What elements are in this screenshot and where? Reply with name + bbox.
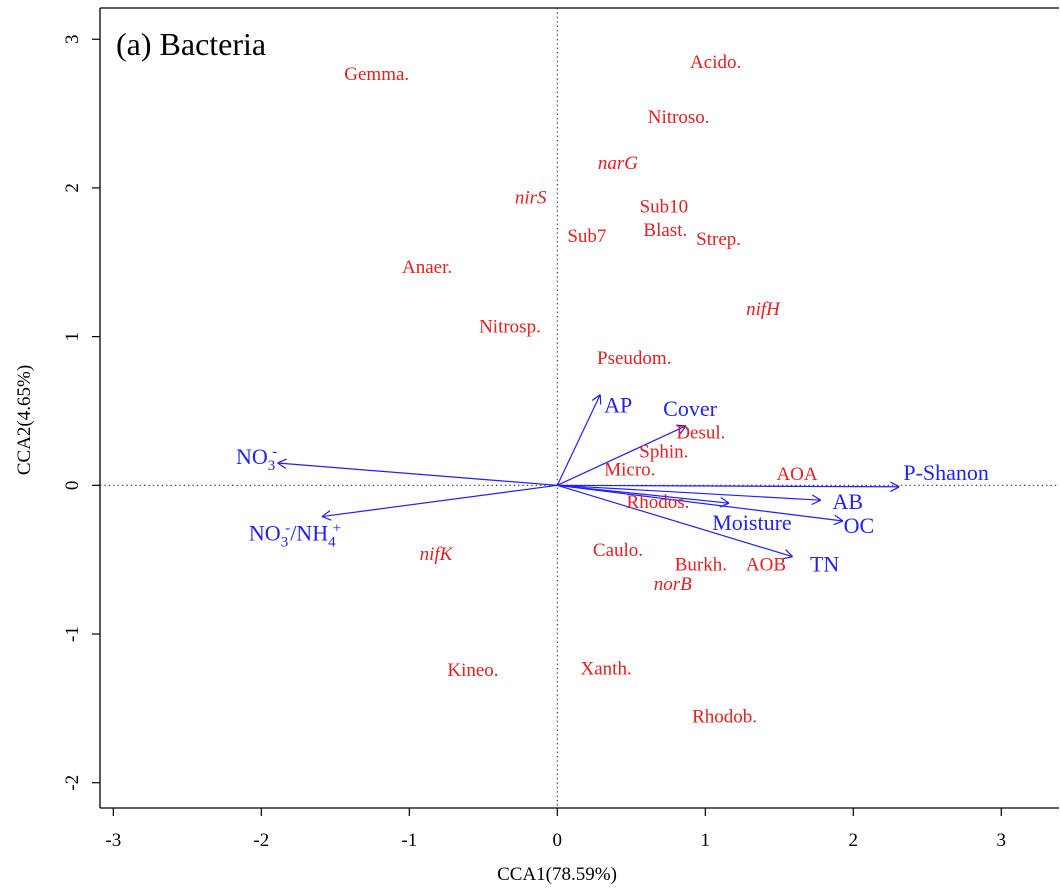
env-arrowhead-ab <box>811 499 821 506</box>
env-label-p-shanon: P-Shanon <box>903 460 989 485</box>
env-arrow-p-shanon <box>557 484 900 488</box>
x-tick-label: 1 <box>701 830 711 851</box>
env-arrow-ab <box>557 484 821 501</box>
species-label-rhodob: Rhodob. <box>692 706 757 727</box>
species-label-sub7: Sub7 <box>567 226 606 247</box>
env-arrow-cover <box>557 425 687 486</box>
env-label-ab: AB <box>832 489 863 514</box>
y-axis-title: CCA2(4.65%) <box>14 365 35 475</box>
y-tick-label: -2 <box>62 775 83 791</box>
species-label-anaer: Anaer. <box>402 257 452 278</box>
species-label-sphin: Sphin. <box>639 442 688 463</box>
env-arrowhead-oc <box>834 514 844 522</box>
species-label-aoa: AOA <box>776 464 817 485</box>
species-label-nifk: nifK <box>420 544 454 565</box>
species-label-kineo: Kineo. <box>447 660 498 681</box>
env-label-no3: NO3- <box>236 444 277 474</box>
x-tick-label: 0 <box>553 830 563 851</box>
env-label-tn: TN <box>810 552 839 577</box>
y-tick-label: 1 <box>62 332 83 342</box>
x-tick-label: -1 <box>401 830 417 851</box>
env-arrowhead-no3-nh4 <box>321 510 331 518</box>
species-label-nitroso: Nitroso. <box>648 107 710 128</box>
env-arrow-no3-nh4 <box>321 484 558 518</box>
species-label-narg: narG <box>598 153 638 174</box>
species-labels: Gemma. Acido. Nitroso. narG nirS Sub10 Blast. S… <box>344 52 818 727</box>
environment-arrows <box>277 394 900 560</box>
species-label-nifh: nifH <box>746 299 781 320</box>
species-label-gemma: Gemma. <box>344 64 409 85</box>
y-tick-label: 3 <box>62 34 83 44</box>
env-arrowhead-cover <box>679 425 687 435</box>
species-label-strep: Strep. <box>696 229 741 250</box>
species-label-nitrosp: Nitrosp. <box>479 317 541 338</box>
species-label-norb: norB <box>654 574 692 595</box>
species-label-sub10: Sub10 <box>640 196 689 217</box>
species-label-rhodos: Rhodos. <box>627 492 690 513</box>
env-label-no3-nh4: NO3-/NH4+ <box>249 521 341 551</box>
plot-frame <box>99 7 1059 809</box>
x-axis-title: CCA1(78.59%) <box>497 864 617 885</box>
env-arrow-no3 <box>277 462 558 486</box>
y-tick-label: -1 <box>62 626 83 642</box>
env-arrowhead-p-shanon <box>890 481 900 488</box>
species-label-desul: Desul. <box>676 422 725 443</box>
y-tick-label: 0 <box>62 481 83 491</box>
env-label-ap: AP <box>604 393 632 418</box>
reference-lines <box>100 8 1059 808</box>
env-arrowhead-no3-nh4 <box>321 515 332 521</box>
species-label-aob: AOB <box>746 555 786 576</box>
species-label-xanth: Xanth. <box>581 659 632 680</box>
y-tick-label: 2 <box>62 183 83 193</box>
species-label-pseudom: Pseudom. <box>597 348 671 369</box>
env-arrowhead-no3 <box>277 462 287 469</box>
env-label-moisture: Moisture <box>712 510 791 535</box>
species-label-burkh: Burkh. <box>675 555 727 576</box>
env-arrow-oc <box>557 484 844 522</box>
env-arrowhead-oc <box>833 520 844 526</box>
env-arrowhead-p-shanon <box>890 486 900 493</box>
env-arrow-tn <box>557 484 793 558</box>
species-label-caulo: Caulo. <box>593 540 643 561</box>
x-tick-label: 2 <box>849 830 859 851</box>
env-label-oc: OC <box>844 513 875 538</box>
env-arrowhead-moisture <box>719 502 730 508</box>
x-tick-label: 3 <box>997 830 1007 851</box>
species-label-nirs: nirS <box>515 187 547 208</box>
env-arrowhead-moisture <box>720 496 730 504</box>
chart-title: (a) Bacteria <box>116 26 266 62</box>
axis-ticks: -3 -2 -1 0 1 2 3 -2 -1 0 1 2 3 <box>62 34 1006 851</box>
env-arrow-moisture <box>557 484 730 504</box>
env-arrowhead-ap <box>599 394 602 405</box>
env-arrowhead-ap <box>591 394 601 401</box>
env-arrowhead-no3 <box>277 458 287 464</box>
species-label-acido: Acido. <box>690 52 741 73</box>
env-arrowhead-cover <box>676 424 687 427</box>
x-tick-label: -2 <box>253 830 269 851</box>
env-label-cover: Cover <box>663 396 717 421</box>
env-arrowhead-tn <box>782 556 793 560</box>
x-tick-label: -3 <box>105 830 121 851</box>
env-arrowhead-ab <box>811 494 822 501</box>
species-label-blast: Blast. <box>643 220 687 241</box>
species-label-micro: Micro. <box>604 459 655 480</box>
env-arrow-ap <box>556 394 601 486</box>
env-arrowhead-tn <box>785 549 794 558</box>
